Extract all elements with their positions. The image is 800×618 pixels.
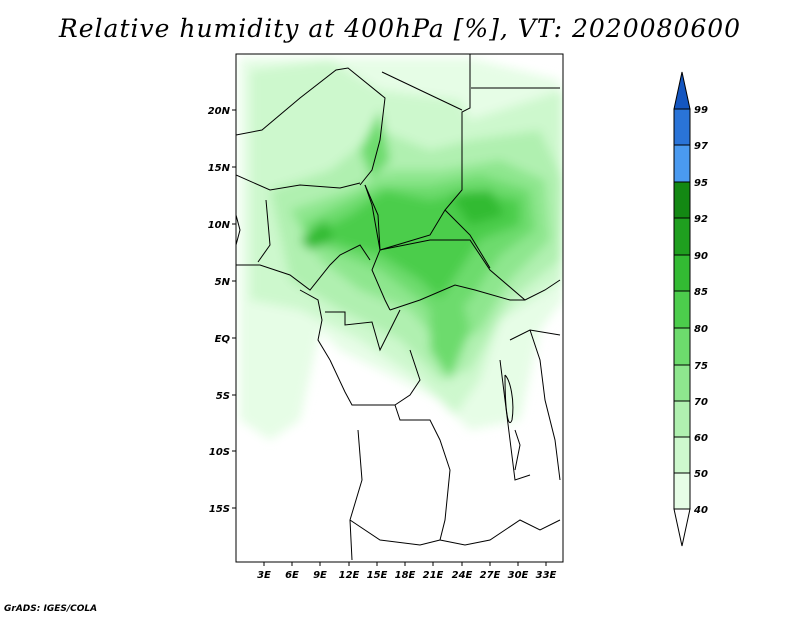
- lat-label: 10N: [208, 220, 231, 231]
- colorbar-box: [673, 364, 691, 402]
- colorbar-label: 99: [694, 105, 708, 116]
- colorbar-box: [673, 254, 691, 292]
- colorbar-label: 60: [694, 433, 708, 444]
- colorbar-label: 90: [694, 251, 708, 262]
- lat-label: 5N: [215, 277, 231, 288]
- lon-label: 9E: [313, 570, 327, 581]
- colorbar-label: 75: [694, 361, 708, 372]
- lon-label: 24E: [452, 570, 473, 581]
- colorbar-box: [673, 144, 691, 183]
- colorbar-box: [673, 217, 691, 256]
- colorbar-box: [673, 400, 691, 438]
- lat-label: 5S: [216, 391, 230, 402]
- lat-label: 15S: [209, 504, 230, 515]
- colorbar-box: [673, 327, 691, 366]
- colorbar-label: 92: [694, 214, 708, 225]
- lon-label: 18E: [395, 570, 416, 581]
- lon-label: 6E: [285, 570, 299, 581]
- colorbar-label: 80: [694, 324, 708, 335]
- lon-label: 30E: [508, 570, 529, 581]
- colorbar-box: [673, 472, 691, 510]
- lat-label: EQ: [215, 334, 231, 345]
- colorbar-label: 85: [694, 287, 708, 298]
- colorbar-box: [673, 290, 691, 329]
- lon-label: 3E: [257, 570, 271, 581]
- colorbar-label: 50: [694, 469, 708, 480]
- lon-label: 15E: [367, 570, 388, 581]
- colorbar-label: 97: [694, 141, 708, 152]
- colorbar-label: 70: [694, 397, 708, 408]
- lon-label: 27E: [480, 570, 501, 581]
- lat-label: 20N: [208, 106, 231, 117]
- lon-axis: 3E 6E 9E 12E 15E 18E 21E 24E 27E 30E 33E: [257, 562, 557, 581]
- colorbar-box: [673, 108, 691, 146]
- colorbar-bottom-triangle: [673, 508, 691, 547]
- colorbar-top-triangle: [673, 71, 691, 110]
- lon-label: 21E: [423, 570, 444, 581]
- colorbar: 40 50 60 70 75 80 85 90 92 95 97 99: [673, 71, 708, 547]
- grads-credit: GrADS: IGES/COLA: [4, 604, 98, 614]
- country-borders: [236, 54, 561, 561]
- map-frame: [235, 53, 564, 563]
- lat-axis: 20N 15N 10N 5N EQ 5S 10S 15S: [208, 106, 236, 515]
- lat-label: 10S: [209, 447, 230, 458]
- colorbar-box: [673, 436, 691, 474]
- lon-label: 12E: [339, 570, 360, 581]
- humidity-shading: [236, 54, 563, 562]
- lat-label: 15N: [208, 163, 231, 174]
- colorbar-label: 40: [693, 505, 708, 516]
- colorbar-box: [673, 181, 691, 219]
- colorbar-label: 95: [694, 178, 708, 189]
- lon-label: 33E: [536, 570, 557, 581]
- map-title: Relative humidity at 400hPa [%], VT: 202…: [58, 14, 742, 43]
